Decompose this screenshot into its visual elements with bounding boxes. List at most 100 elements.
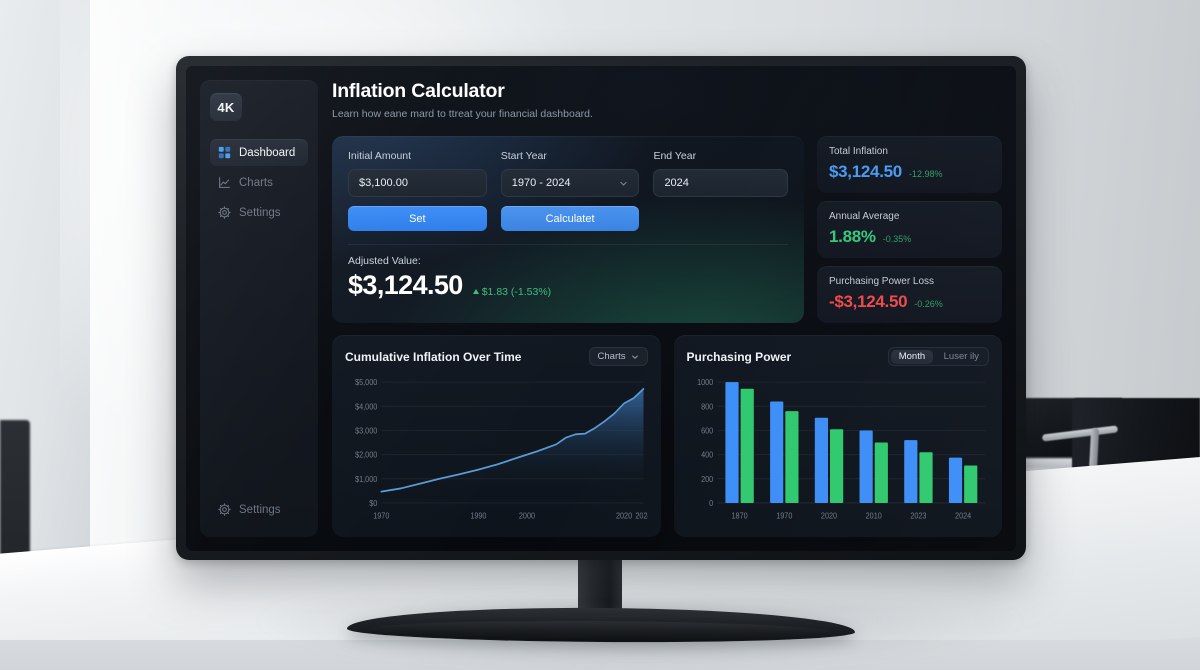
stat-row: $3,124.50 -12.98% [829,162,990,182]
calculate-button[interactable]: Calculatet [500,206,640,231]
sidebar-spacer [210,226,308,496]
initial-amount-input[interactable]: $3,100.00 [348,169,487,197]
field-end-year: End Year 2024 [653,150,788,197]
svg-text:800: 800 [701,402,714,412]
monitor-screen: 4K Dashboard [186,66,1016,551]
bar-chart-title: Purchasing Power [686,349,792,364]
adjusted-value-row: $3,124.50 $1.83 (-1.53%) [348,270,788,301]
page-title: Inflation Calculator [332,80,505,102]
period-toggle[interactable]: Month Luser ily [888,347,989,366]
stat-cards: Total Inflation $3,124.50 -12.98% Annual… [817,136,1002,323]
sidebar-item-settings-label: Settings [239,206,281,219]
stat-label: Annual Average [829,211,900,222]
start-year-value: 1970 - 2024 [511,177,571,189]
calculator-divider [348,244,788,245]
stat-delta: -0.26% [914,299,943,309]
top-row: Initial Amount $3,100.00 Start Year 1970… [332,136,1002,323]
svg-text:$2,000: $2,000 [355,450,378,460]
background-monitor-base [1010,458,1102,468]
set-button[interactable]: Set [348,206,487,231]
chevron-down-icon [620,181,628,185]
svg-text:1970: 1970 [776,511,793,521]
stat-delta: -12.98% [908,169,943,179]
sidebar: 4K Dashboard [200,80,318,537]
page-subtitle: Learn how eane mard to ttreat your finan… [332,108,593,120]
line-chart-card: Cumulative Inflation Over Time Charts [332,335,661,537]
field-initial-amount: Initial Amount $3,100.00 [348,150,487,197]
actions-spacer [653,206,788,231]
svg-text:$1,000: $1,000 [355,474,378,484]
dashboard-app: 4K Dashboard [186,66,1016,551]
app-logo: 4K [210,93,242,121]
bar-chart-plot: 0 200 400 600 800 1000 1870 1970 2020 2010 2023 20… [687,375,990,529]
svg-text:200: 200 [701,474,714,484]
sidebar-item-settings-bottom-label: Settings [239,503,281,516]
svg-text:2010: 2010 [865,511,882,521]
main-content: Inflation Calculator Learn how eane mard… [332,80,1002,537]
svg-text:$5,000: $5,000 [355,378,378,388]
svg-text:2020: 2020 [616,511,633,521]
gear-icon [218,206,231,219]
stat-value: -$3,124.50 [829,292,908,311]
desk-front-edge [0,640,1200,670]
stat-label: Total Inflation [829,146,888,157]
svg-text:1990: 1990 [470,511,487,521]
stat-card-total-inflation: Total Inflation $3,124.50 -12.98% [817,136,1002,193]
svg-text:1870: 1870 [731,511,748,521]
stat-card-purchasing-power-loss: Purchasing Power Loss -$3,124.50 -0.26% [817,266,1002,323]
field-start-year: Start Year 1970 - 2024 [500,150,640,197]
line-chart-icon [219,177,230,188]
chevron-down-icon [631,355,638,359]
calculator-fields: Initial Amount $3,100.00 Start Year 1970… [348,150,788,197]
purchasing-power-chart: 0 200 400 600 800 1000 1870 1970 2020 2010 2023 20… [697,378,985,521]
sidebar-nav: Dashboard Charts [210,139,308,226]
sidebar-item-settings-bottom[interactable]: Settings [210,496,308,523]
adjusted-value-label: Adjusted Value: [348,255,421,267]
initial-amount-value: $3,100.00 [359,177,408,189]
bar-chart-header: Purchasing Power Month Luser ily [686,347,989,366]
calculator-panel: Initial Amount $3,100.00 Start Year 1970… [332,136,804,323]
svg-text:1970: 1970 [373,511,390,521]
dashboard-grid-icon [218,146,231,159]
svg-text:$0: $0 [369,498,378,508]
period-toggle-secondary[interactable]: Luser ily [943,351,979,362]
sidebar-item-settings[interactable]: Settings [210,199,308,226]
stat-card-annual-average: Annual Average 1.88% -0.35% [817,201,1002,258]
sidebar-item-dashboard[interactable]: Dashboard [210,139,308,166]
adjusted-value: $3,124.50 [348,270,463,300]
end-year-label: End Year [653,150,697,162]
svg-text:2024: 2024 [955,511,972,521]
calculator-actions: Set Calculatet [348,206,788,231]
charts-dropdown[interactable]: Charts [588,347,648,366]
gear-icon [218,503,231,516]
dark-panel-left [0,420,30,560]
initial-amount-label: Initial Amount [348,150,412,162]
sidebar-item-charts-label: Charts [239,176,273,189]
charts-dropdown-label: Charts [597,351,626,362]
caret-up-icon [472,289,479,294]
stat-value: $3,124.50 [829,162,902,181]
start-year-select[interactable]: 1970 - 2024 [500,169,640,197]
line-chart-header: Cumulative Inflation Over Time Charts [345,347,648,366]
stat-row: 1.88% -0.35% [829,227,990,247]
svg-text:$4,000: $4,000 [355,402,378,412]
line-chart-title: Cumulative Inflation Over Time [345,349,522,364]
period-toggle-month[interactable]: Month [890,349,934,364]
charts-row: Cumulative Inflation Over Time Charts [332,335,1002,537]
adjusted-value-delta: $1.83 (-1.53%) [472,286,551,298]
stat-label: Purchasing Power Loss [829,276,935,287]
svg-text:0: 0 [709,498,714,508]
svg-text:2020: 2020 [820,511,837,521]
end-year-input[interactable]: 2024 [653,169,788,197]
svg-text:400: 400 [701,450,714,460]
svg-text:2023: 2023 [910,511,927,521]
start-year-label: Start Year [500,150,547,162]
stat-delta: -0.35% [882,234,912,244]
end-year-value: 2024 [664,177,689,189]
cumulative-inflation-chart: $0 $1,000 $2,000 $3,000 $4,000 $5,000 1970 199… [355,378,647,521]
svg-text:600: 600 [701,426,714,436]
stat-row: -$3,124.50 -0.26% [829,292,990,312]
svg-text:2024: 2024 [635,511,647,521]
svg-text:$3,000: $3,000 [355,426,378,436]
sidebar-item-charts[interactable]: Charts [210,169,308,196]
